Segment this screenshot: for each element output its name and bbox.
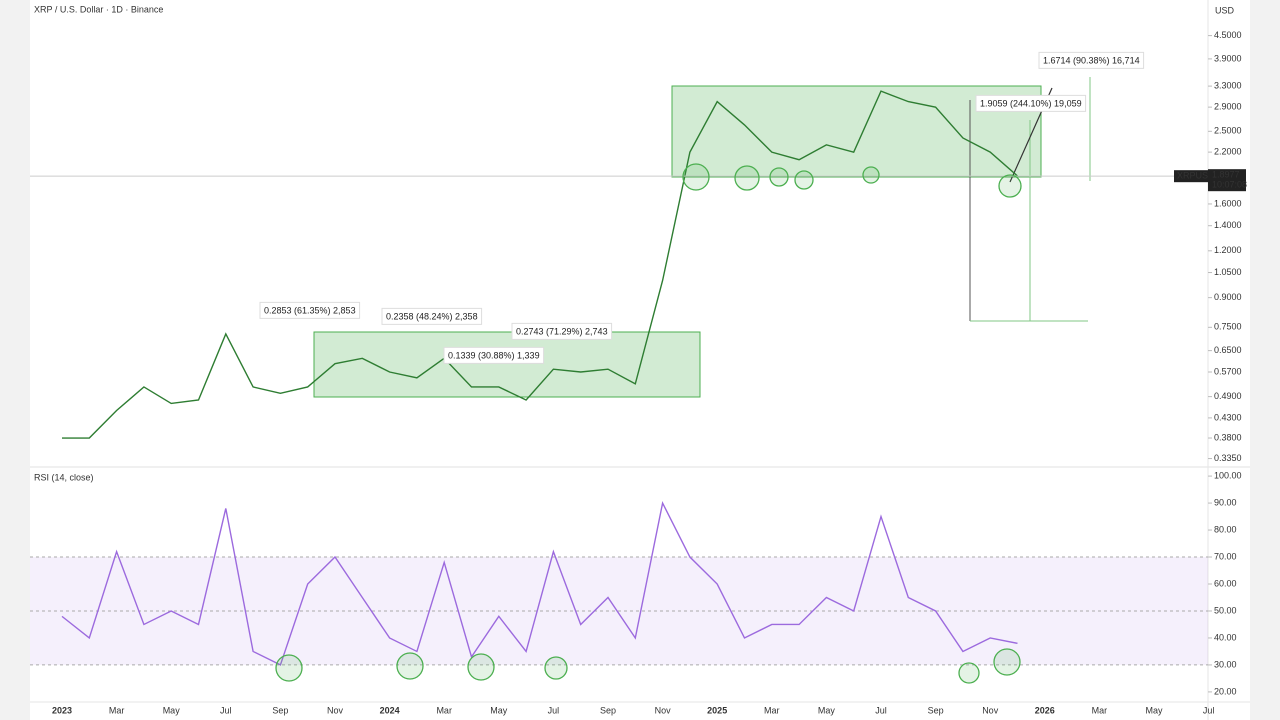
x-tick-label: 2023 (52, 705, 72, 715)
annotation: 0.2853 (61.35%) 2,853 (264, 305, 356, 315)
y-tick-label: 1.4000 (1214, 220, 1242, 230)
annotation-box (511, 322, 613, 340)
y-tick-label: 0.4300 (1214, 412, 1242, 422)
rsi-low-marker (544, 656, 568, 680)
annotation: 0.2358 (48.24%) 2,358 (386, 311, 478, 321)
x-tick-label: Mar (109, 705, 125, 715)
x-tick-label: Sep (928, 705, 944, 715)
rsi-low-marker (993, 648, 1021, 676)
x-tick-label: Jul (220, 705, 232, 715)
x-tick-label: Sep (272, 705, 288, 715)
x-tick-label: Mar (764, 705, 780, 715)
y-tick-label: 90.00 (1214, 497, 1237, 507)
series-line (61, 500, 1018, 666)
chart-title: XRP / U.S. Dollar · 1D · Binance (34, 4, 163, 14)
annotation: 1.6714 (90.38%) 16,714 (1043, 55, 1140, 65)
right-margin (1250, 0, 1280, 720)
y-tick-label: 0.6500 (1214, 345, 1242, 355)
range-boxes (313, 77, 1091, 398)
y-tick-label: 70.00 (1214, 551, 1237, 561)
rsi-low-marker (275, 654, 303, 682)
y-tick-label: 0.4900 (1214, 391, 1242, 401)
y-tick-label: 1.2000 (1214, 245, 1242, 255)
rsi-title: RSI (14, close) (34, 472, 94, 482)
annotation-box (1038, 51, 1145, 69)
x-tick-label: Sep (600, 705, 616, 715)
rsi-low-marker (396, 652, 424, 680)
annotation-box (381, 307, 483, 325)
x-tick-label: Mar (1092, 705, 1108, 715)
series-line (62, 90, 1018, 439)
x-tick-label: May (1145, 705, 1163, 715)
circles (275, 163, 1022, 684)
x-tick-label: May (818, 705, 836, 715)
rsi-low-marker (467, 653, 495, 681)
low-marker (862, 166, 880, 184)
x-tick-label: 2024 (380, 705, 400, 715)
annotation-box (443, 346, 545, 364)
y-tick-label: 0.3800 (1214, 432, 1242, 442)
y-tick-label: 30.00 (1214, 659, 1237, 669)
annotation-box (975, 94, 1087, 112)
annotation: 0.2743 (71.29%) 2,743 (516, 326, 608, 336)
annotations: 0.2853 (61.35%) 2,853 0.2358 (48.24%) 2,… (259, 51, 1145, 364)
annotation: 1.9059 (244.10%) 19,059 (980, 98, 1082, 108)
x-tick-label: Jul (548, 705, 560, 715)
x-tick-label: May (163, 705, 181, 715)
y-tick-label: 1.6000 (1214, 198, 1242, 208)
x-tick-label: Jul (1203, 705, 1215, 715)
x-tick-label: Mar (436, 705, 452, 715)
last-price-symbol: XRPUSD (1177, 171, 1215, 181)
y-tick-label: 2.9000 (1214, 102, 1242, 112)
rsi-low-marker (958, 662, 980, 684)
y-tick-label: 0.9000 (1214, 292, 1242, 302)
y-tick-label: 2.5000 (1214, 126, 1242, 136)
x-tick-label: Nov (655, 705, 672, 715)
x-tick-label: Nov (327, 705, 344, 715)
left-margin (0, 0, 30, 720)
y-axis-label: USD (1215, 5, 1235, 15)
low-marker (769, 167, 789, 187)
y-tick-label: 0.5700 (1214, 366, 1242, 376)
x-tick-label: 2026 (1035, 705, 1055, 715)
y-tick-label: 40.00 (1214, 632, 1237, 642)
annotation: 0.1339 (30.88%) 1,339 (448, 350, 540, 360)
range-box (313, 331, 701, 398)
y-tick-label: 20.00 (1214, 686, 1237, 696)
y-tick-label: 2.2000 (1214, 146, 1242, 156)
last-price-box (1174, 170, 1208, 183)
low-marker (682, 163, 710, 191)
y-tick-label: 0.3350 (1214, 453, 1242, 463)
last-price-label: 1.8977 (1212, 170, 1240, 180)
y-tick-label: 4.5000 (1214, 30, 1242, 40)
annotation-box (259, 301, 361, 319)
last-price-box (1208, 169, 1246, 192)
low-marker (998, 174, 1022, 198)
low-marker (794, 170, 814, 190)
y-tick-label: 1.0500 (1214, 267, 1242, 277)
y-tick-label: 3.9000 (1214, 53, 1242, 63)
y-tick-label: 50.00 (1214, 605, 1237, 615)
last-price-countdown: 10:07:08 (1212, 180, 1247, 190)
x-tick-label: May (490, 705, 508, 715)
x-tick-label: 2025 (707, 705, 727, 715)
x-tick-label: Nov (982, 705, 999, 715)
y-tick-label: 80.00 (1214, 524, 1237, 534)
y-tick-label: 60.00 (1214, 578, 1237, 588)
y-tick-label: 100.00 (1214, 470, 1242, 480)
y-tick-label: 3.3000 (1214, 80, 1242, 90)
plot: 4.5000 3.9000 3.3000 2.9000 2.5000 2.2000 1.60… (30, 30, 1247, 715)
x-tick-label: Jul (875, 705, 887, 715)
y-tick-label: 0.7500 (1214, 322, 1242, 332)
low-marker (734, 165, 760, 191)
